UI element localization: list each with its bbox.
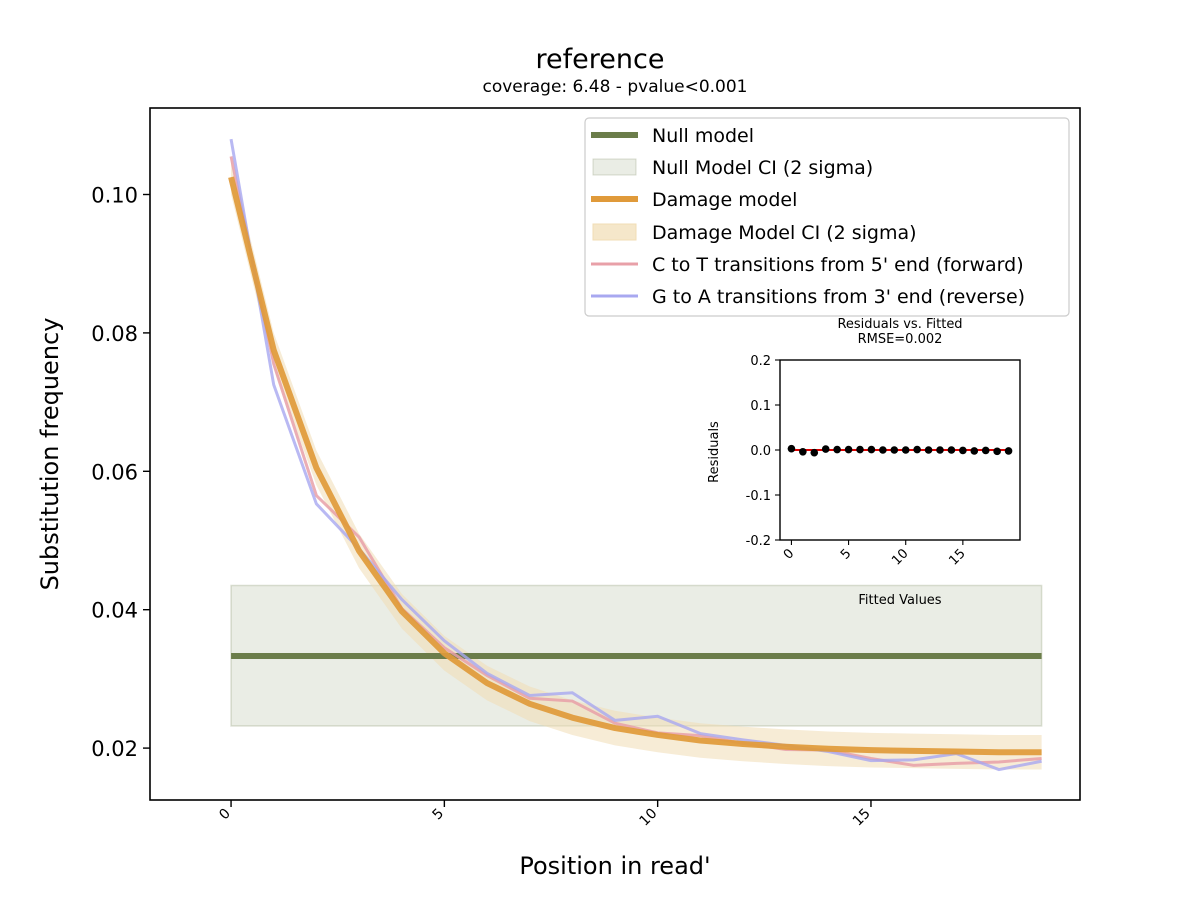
legend-box xyxy=(584,117,1070,317)
inset-point xyxy=(799,448,807,456)
inset-point xyxy=(913,445,921,454)
y-tick-label: 0.08 xyxy=(91,322,138,346)
legend-label: Null model xyxy=(652,125,754,147)
inset-point xyxy=(867,445,876,454)
legend-label: Damage model xyxy=(652,189,797,211)
inset-point xyxy=(833,445,841,454)
inset-y-tick-label: -0.1 xyxy=(746,489,771,504)
legend-label: Damage Model CI (2 sigma) xyxy=(652,222,917,244)
inset-y-tick-label: 0.2 xyxy=(750,354,771,369)
inset-title: Residuals vs. Fitted xyxy=(837,317,962,332)
x-tick-label: 10 xyxy=(637,806,661,830)
legend-label: C to T transitions from 5' end (forward) xyxy=(652,254,1024,276)
inset-x-tick-label: 0 xyxy=(781,546,797,562)
inset-x-tick-label: 10 xyxy=(889,546,911,568)
inset-y-tick-label: 0.0 xyxy=(750,444,771,459)
y-tick-label: 0.06 xyxy=(91,460,138,484)
inset-point xyxy=(844,445,853,454)
chart-subtitle: coverage: 6.48 - pvalue<0.001 xyxy=(483,77,748,97)
inset-point xyxy=(879,446,887,454)
x-tick-label: 15 xyxy=(850,806,874,830)
legend-label: Null Model CI (2 sigma) xyxy=(652,157,873,179)
inset-point xyxy=(821,445,830,453)
inset-point xyxy=(856,445,864,454)
x-tick-label: 0 xyxy=(216,806,234,824)
y-tick-label: 0.10 xyxy=(91,184,138,208)
ct-transitions-line xyxy=(229,156,1042,767)
inset-x-tick-label: 15 xyxy=(946,546,968,568)
x-tick-label: 5 xyxy=(430,806,448,824)
inset-point xyxy=(970,447,979,455)
legend-label: G to A transitions from 3' end (reverse) xyxy=(652,286,1025,308)
inset-point xyxy=(787,444,796,453)
inset-point xyxy=(890,446,899,454)
legend-swatch-damage-ci xyxy=(592,223,637,241)
inset-point xyxy=(924,446,933,454)
legend-swatch-null-ci xyxy=(592,158,637,176)
inset-y-axis-label: Residuals xyxy=(707,421,722,483)
damage-model-line xyxy=(228,176,1042,756)
inset-point xyxy=(993,447,1001,456)
y-axis-label: Substitution frequency xyxy=(36,318,64,591)
x-axis-label: Position in read' xyxy=(519,852,710,880)
inset-x-tick-label: 5 xyxy=(838,546,854,562)
y-tick-label: 0.02 xyxy=(91,737,138,761)
inset-subtitle: RMSE=0.002 xyxy=(858,332,943,347)
y-tick-label: 0.04 xyxy=(91,599,138,623)
inset-y-tick-label: 0.1 xyxy=(750,399,771,414)
inset-point xyxy=(959,446,967,455)
inset-point xyxy=(901,446,910,454)
plot-frame xyxy=(149,107,1081,801)
inset-point xyxy=(810,448,819,457)
inset-point xyxy=(947,446,956,454)
chart-title: reference xyxy=(536,44,665,75)
inset-point xyxy=(936,446,944,454)
inset-y-tick-label: -0.2 xyxy=(746,534,771,549)
inset-point xyxy=(981,446,990,455)
inset-x-axis-label: Fitted Values xyxy=(858,593,941,608)
legend: Null model Null Model CI (2 sigma) Damage … xyxy=(584,117,1070,317)
inset-point xyxy=(1004,447,1013,455)
